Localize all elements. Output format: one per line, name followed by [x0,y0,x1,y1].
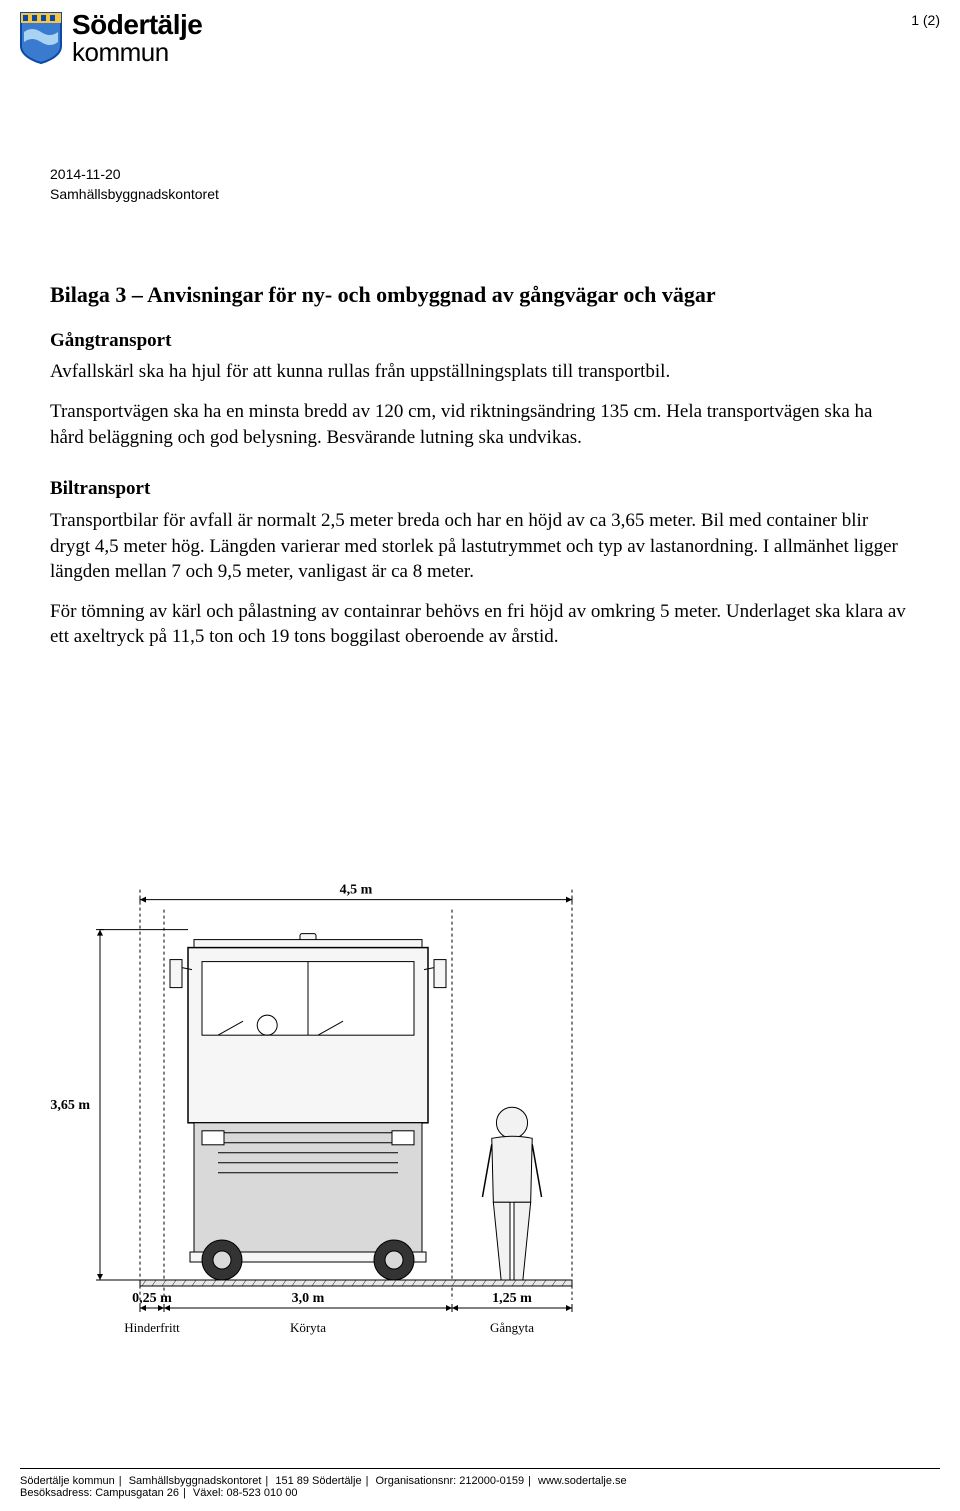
org-name-line1: Södertälje [72,10,202,39]
org-name-line2: kommun [72,39,202,66]
svg-text:3,0 m: 3,0 m [292,1291,325,1306]
svg-text:Köryta: Köryta [290,1320,326,1335]
meta-department: Samhällsbyggnadskontoret [50,185,219,205]
footer-part: Organisationsnr: 212000-0159 [375,1475,524,1487]
footer-part: Södertälje kommun [20,1475,115,1487]
truck-dimension-diagram: 4,5 m 3,65 m 0,25 m 3,0 m 1,25 m Hinderfritt K… [50,880,770,1340]
svg-text:Gångyta: Gångyta [490,1320,534,1335]
footer-part: Samhällsbyggnadskontoret [129,1475,262,1487]
paragraph: Avfallskärl ska ha hjul för att kunna ru… [50,359,910,385]
document-header: Södertälje kommun [20,10,202,67]
svg-text:Hinderfritt: Hinderfritt [124,1320,180,1335]
municipal-shield-icon [20,12,62,64]
org-name: Södertälje kommun [72,10,202,67]
section-gangtransport: Gångtransport Avfallskärl ska ha hjul fö… [50,328,910,451]
svg-text:0,25 m: 0,25 m [132,1291,172,1306]
section-heading: Biltransport [50,476,910,502]
section-biltransport: Biltransport Transportbilar för avfall ä… [50,476,910,650]
document-meta: 2014-11-20 Samhällsbyggnadskontoret [50,165,219,204]
page-number: 1 (2) [911,12,940,28]
paragraph: Transportbilar för avfall är normalt 2,5… [50,508,910,585]
paragraph: Transportvägen ska ha en minsta bredd av… [50,399,910,450]
svg-text:3,65 m: 3,65 m [50,1098,90,1113]
footer-part: Besöksadress: Campusgatan 26 [20,1487,179,1499]
document-page: { "org": {"name_line1": "Södertälje", "n… [0,0,960,1511]
footer-line-1: Södertälje kommun| Samhällsbyggnadskonto… [20,1475,940,1487]
document-footer: Södertälje kommun| Samhällsbyggnadskonto… [20,1468,940,1499]
svg-text:4,5 m: 4,5 m [340,883,373,898]
paragraph: För tömning av kärl och pålastning av co… [50,599,910,650]
section-heading: Gångtransport [50,328,910,354]
footer-part: Växel: 08-523 010 00 [193,1487,298,1499]
meta-date: 2014-11-20 [50,165,219,185]
footer-line-2: Besöksadress: Campusgatan 26| Växel: 08-… [20,1487,940,1499]
footer-part: www.sodertalje.se [538,1475,627,1487]
footer-part: 151 89 Södertälje [275,1475,361,1487]
svg-text:1,25 m: 1,25 m [492,1291,532,1306]
document-body: Bilaga 3 – Anvisningar för ny- och ombyg… [50,280,910,664]
document-title: Bilaga 3 – Anvisningar för ny- och ombyg… [50,280,910,310]
